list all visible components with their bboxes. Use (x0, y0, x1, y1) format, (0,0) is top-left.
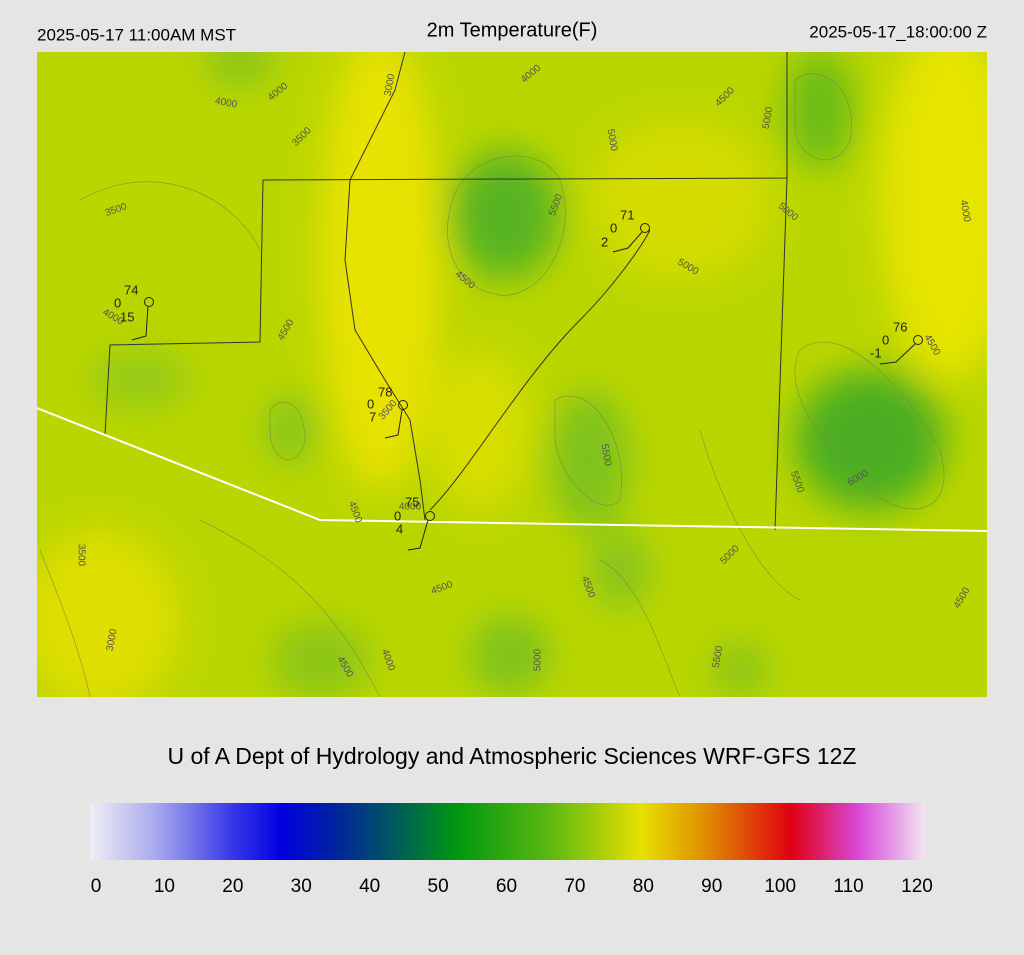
valid-time-utc: 2025-05-17_18:00:00 Z (809, 22, 987, 41)
temperature-field (37, 52, 987, 697)
credit: U of A Dept of Hydrology and Atmospheric… (167, 743, 856, 769)
station-value: 2 (601, 234, 608, 249)
colorbar-tick-label: 10 (154, 876, 175, 897)
colorbar-tick-label: 100 (764, 876, 796, 897)
contour-label: 5000 (761, 106, 776, 130)
map: 4000 4000 3500 3000 4000 4500 5000 5000 … (37, 52, 987, 697)
contour-label: 3500 (75, 544, 86, 567)
station-value: 0 (114, 295, 121, 310)
colorbar-tick-label: 120 (901, 876, 933, 897)
colorbar (90, 803, 925, 860)
station-temp: 76 (893, 319, 907, 334)
contour-label: 4000 (214, 96, 238, 111)
station-value: 0 (394, 508, 401, 523)
station-value: 15 (120, 309, 134, 324)
colorbar-tick-label: 20 (222, 876, 243, 897)
contour-label: 5500 (711, 645, 726, 669)
station-value: 0 (610, 220, 617, 235)
station-value: 4 (396, 521, 403, 536)
colorbar-ticks: 0 10 20 30 40 50 60 70 80 90 100 110 120 (91, 876, 933, 897)
contour-label: 5000 (533, 648, 544, 671)
colorbar-tick-label: 60 (496, 876, 517, 897)
contour-label: 4000 (399, 502, 422, 513)
boundary-line (37, 407, 987, 532)
contour-label: 3000 (383, 73, 398, 97)
colorbar-tick-label: 70 (564, 876, 585, 897)
station-value: 0 (367, 396, 374, 411)
colorbar-tick-label: 110 (833, 876, 863, 897)
station-value: 0 (882, 332, 889, 347)
station-value: -1 (870, 345, 882, 360)
contour-label: 3000 (105, 628, 120, 652)
contour-label: 5500 (599, 443, 614, 467)
title: 2m Temperature(F) (427, 19, 598, 41)
contour-label: 5000 (605, 128, 620, 152)
station-temp: 74 (124, 282, 138, 297)
station-temp: 78 (378, 384, 392, 399)
station-value: 7 (369, 409, 376, 424)
borders (104, 52, 788, 531)
colorbar-tick-label: 80 (633, 876, 654, 897)
colorbar-tick-label: 50 (428, 876, 449, 897)
station-symbols (131, 223, 923, 551)
station-plots: 74 0 15 71 0 2 76 0 -1 78 0 7 75 0 4 (114, 207, 907, 536)
contour-lines (39, 73, 945, 697)
colorbar-tick-label: 0 (91, 876, 102, 897)
colorbar-tick-label: 30 (291, 876, 312, 897)
station-temp: 75 (405, 494, 419, 509)
valid-time-local: 2025-05-17 11:00AM MST (37, 25, 236, 44)
colorbar-tick-label: 90 (701, 876, 722, 897)
station-temp: 71 (620, 207, 634, 222)
colorbar-tick-label: 40 (359, 876, 380, 897)
contour-label: 4000 (958, 199, 973, 223)
